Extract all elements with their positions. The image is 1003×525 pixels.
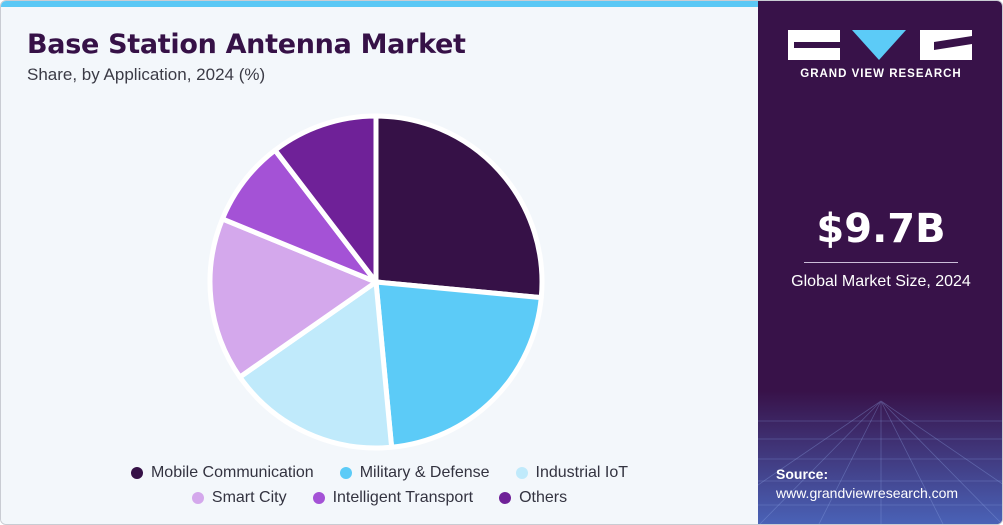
legend-item: Industrial IoT bbox=[515, 464, 629, 482]
top-accent-bar bbox=[1, 1, 758, 7]
brand-name: GRAND VIEW RESEARCH bbox=[800, 68, 962, 80]
pie-chart bbox=[207, 113, 545, 451]
market-size-value: $9.7B bbox=[816, 206, 946, 252]
source-label: Source: bbox=[776, 466, 829, 482]
legend-swatch bbox=[312, 492, 325, 504]
grid-background-graphic bbox=[758, 391, 1002, 524]
source-note: Source: www.grandviewresearch.com bbox=[776, 465, 958, 503]
pie-slice-mobile-communication bbox=[373, 113, 545, 301]
legend-row-2: Smart City Intelligent Transport Others bbox=[1, 489, 758, 507]
market-size-label: Global Market Size, 2024 bbox=[791, 273, 971, 290]
divider bbox=[804, 262, 958, 263]
legend-item: Military & Defense bbox=[339, 464, 490, 482]
legend-label: Industrial IoT bbox=[535, 464, 629, 481]
legend-swatch bbox=[191, 492, 204, 504]
legend-row-1: Mobile Communication Military & Defense In… bbox=[1, 464, 758, 482]
legend-label: Mobile Communication bbox=[150, 464, 314, 481]
legend-swatch bbox=[339, 467, 352, 479]
legend-swatch bbox=[130, 467, 143, 479]
legend-label: Others bbox=[519, 489, 568, 506]
legend-item: Intelligent Transport bbox=[312, 489, 474, 507]
legend-label: Smart City bbox=[211, 489, 287, 506]
pie-slice-industrial-iot bbox=[237, 279, 395, 451]
legend-item: Smart City bbox=[191, 489, 287, 507]
chart-subtitle: Share, by Application, 2024 (%) bbox=[27, 65, 266, 84]
summary-panel: GRAND VIEW RESEARCH $9.7B Global Market … bbox=[758, 1, 1002, 524]
legend-label: Intelligent Transport bbox=[332, 489, 474, 506]
legend-swatch bbox=[515, 467, 528, 479]
legend-swatch bbox=[499, 492, 512, 504]
pie-slice-military-defense bbox=[373, 279, 544, 450]
chart-panel: Base Station Antenna Market Share, by Ap… bbox=[1, 7, 758, 524]
chart-title: Base Station Antenna Market bbox=[27, 29, 466, 60]
source-url[interactable]: www.grandviewresearch.com bbox=[776, 485, 959, 501]
legend-item: Mobile Communication bbox=[130, 464, 314, 482]
grand-view-research-logo bbox=[788, 30, 972, 60]
legend-label: Military & Defense bbox=[359, 464, 490, 481]
pie-slice-others bbox=[272, 113, 379, 285]
pie-slice-smart-city bbox=[207, 216, 379, 380]
legend-item: Others bbox=[499, 489, 567, 507]
